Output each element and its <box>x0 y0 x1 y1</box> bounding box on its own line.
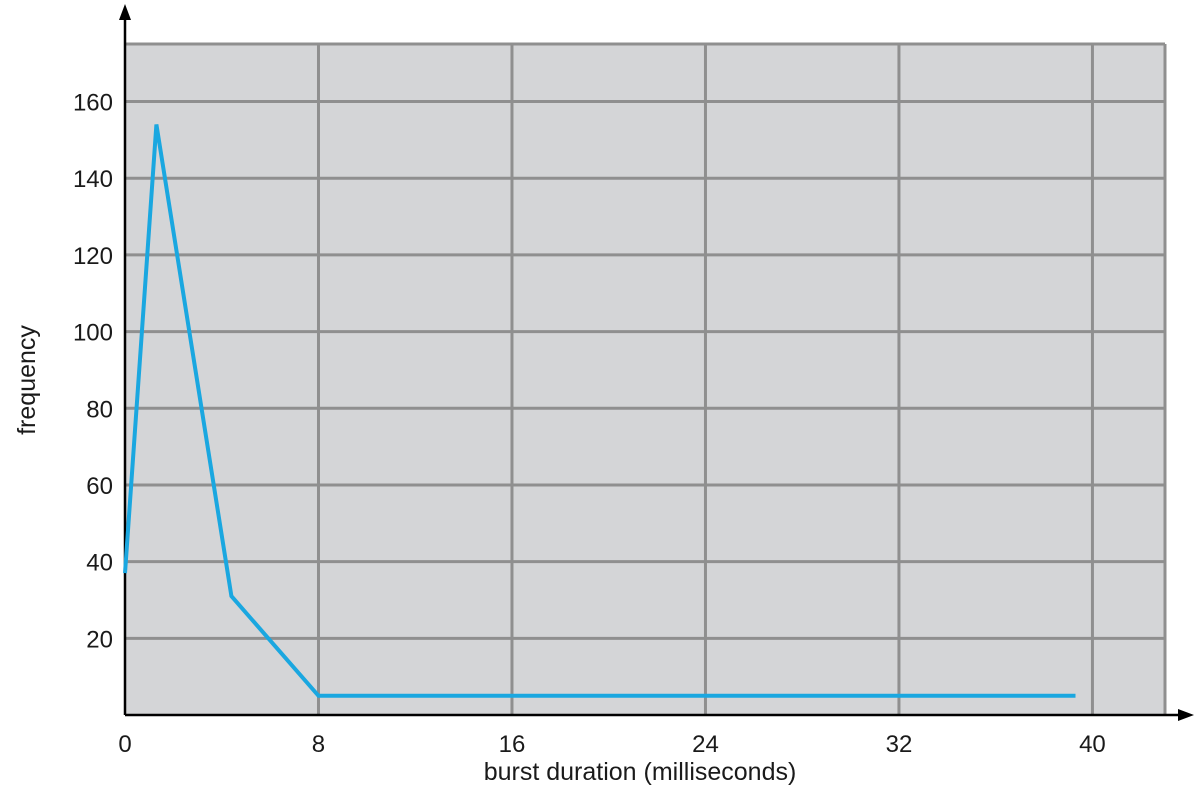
y-tick-label-140: 140 <box>73 166 113 193</box>
series-line-0 <box>123 124 1076 698</box>
y-tick-label-80: 80 <box>86 396 113 423</box>
x-tick-label-40: 40 <box>1079 731 1106 758</box>
x-tick-label-8: 8 <box>312 731 325 758</box>
y-tick-label-60: 60 <box>86 473 113 500</box>
grid <box>125 42 1167 715</box>
axes <box>119 4 1194 721</box>
y-axis-title: frequency <box>13 325 41 435</box>
x-tick-label-16: 16 <box>499 731 526 758</box>
x-tick-label-32: 32 <box>886 731 913 758</box>
y-tick-label-160: 160 <box>73 90 113 117</box>
x-axis-title: burst duration (milliseconds) <box>484 758 797 786</box>
y-tick-label-40: 40 <box>86 550 113 577</box>
x-tick-labels: 0 8 16 24 32 40 <box>118 731 1105 758</box>
x-tick-label-0: 0 <box>118 731 131 758</box>
y-tick-label-20: 20 <box>86 626 113 653</box>
y-tick-labels: 20 40 60 80 100 120 140 160 <box>73 90 113 654</box>
x-tick-label-24: 24 <box>692 731 719 758</box>
y-tick-label-100: 100 <box>73 320 113 347</box>
plot-background <box>125 44 1165 715</box>
y-axis-arrow <box>119 4 131 20</box>
x-axis-arrow <box>1178 709 1194 721</box>
series-layer <box>123 124 1076 698</box>
y-tick-label-120: 120 <box>73 243 113 270</box>
